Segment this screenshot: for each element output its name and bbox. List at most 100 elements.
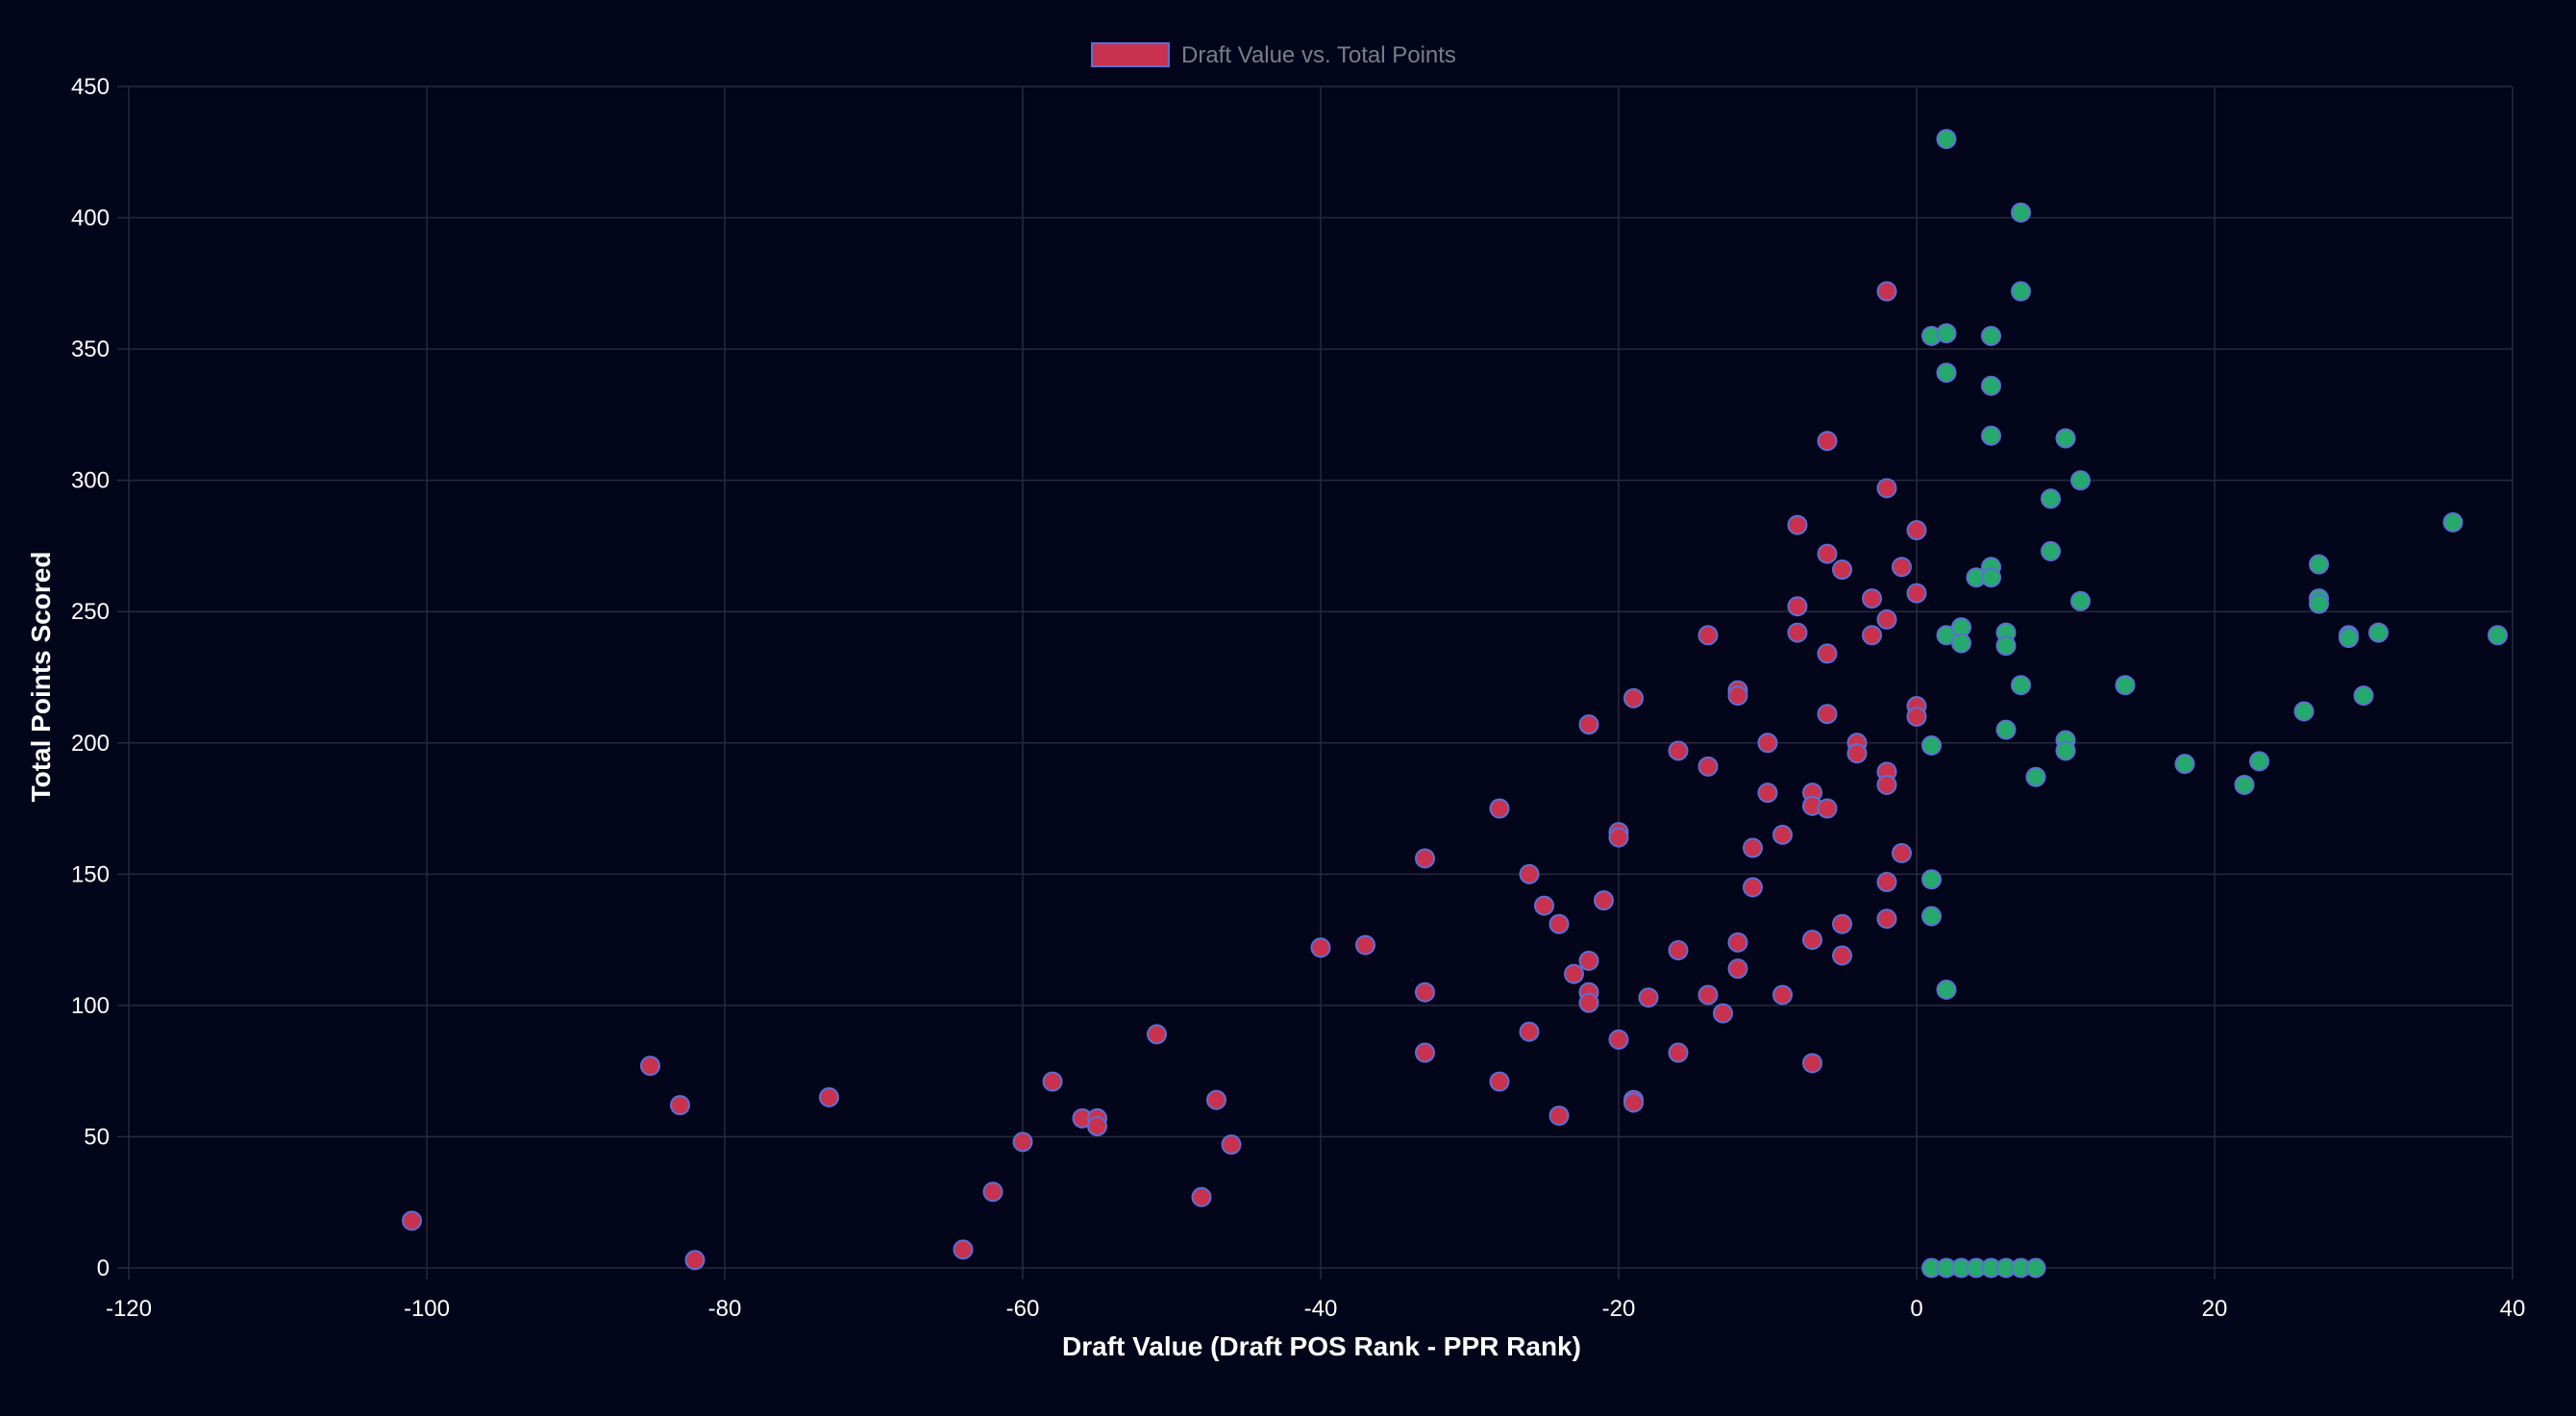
data-point[interactable] [1697, 984, 1719, 1006]
data-point[interactable] [1668, 940, 1689, 961]
data-point[interactable] [1876, 908, 1897, 930]
data-point[interactable] [1817, 704, 1838, 725]
data-point[interactable] [1892, 557, 1912, 578]
data-point[interactable] [1787, 622, 1808, 643]
data-point[interactable] [1727, 685, 1748, 707]
data-point[interactable] [2025, 1257, 2046, 1279]
data-point[interactable] [1772, 984, 1793, 1006]
data-point[interactable] [1832, 945, 1852, 966]
data-point[interactable] [1697, 756, 1719, 777]
data-point[interactable] [1623, 1092, 1644, 1113]
data-point[interactable] [1310, 937, 1331, 958]
data-point[interactable] [1995, 719, 2017, 740]
data-point[interactable] [1817, 643, 1838, 664]
data-point[interactable] [2174, 754, 2195, 775]
data-point[interactable] [1876, 872, 1897, 893]
data-point[interactable] [402, 1210, 422, 1231]
data-point[interactable] [1936, 323, 1957, 344]
data-point[interactable] [2353, 685, 2374, 707]
data-point[interactable] [1548, 1105, 1570, 1127]
data-point[interactable] [2055, 428, 2076, 449]
data-point[interactable] [2488, 625, 2508, 646]
data-point[interactable] [1936, 129, 1957, 150]
data-point[interactable] [1743, 837, 1763, 858]
data-point[interactable] [1623, 687, 1644, 708]
data-point[interactable] [1042, 1071, 1063, 1092]
data-point[interactable] [1772, 824, 1793, 845]
data-point[interactable] [1206, 1089, 1226, 1110]
data-point[interactable] [2234, 774, 2255, 795]
data-point[interactable] [1862, 588, 1882, 609]
data-point[interactable] [1951, 633, 1971, 654]
data-point[interactable] [2055, 740, 2076, 761]
legend[interactable]: Draft Value vs. Total Points [1091, 42, 1456, 68]
data-point[interactable] [1876, 609, 1897, 630]
data-point[interactable] [1892, 842, 1912, 863]
data-point[interactable] [1757, 783, 1778, 804]
data-point[interactable] [1981, 375, 2001, 396]
data-point[interactable] [2070, 590, 2091, 611]
data-point[interactable] [1668, 1042, 1689, 1063]
data-point[interactable] [1921, 906, 1942, 927]
data-point[interactable] [1608, 827, 1629, 848]
data-point[interactable] [1981, 425, 2001, 446]
data-point[interactable] [2368, 622, 2389, 643]
data-point[interactable] [1921, 869, 1942, 890]
data-point[interactable] [1489, 798, 1510, 819]
data-point[interactable] [1906, 706, 1927, 727]
data-point[interactable] [1697, 625, 1719, 646]
data-point[interactable] [1787, 514, 1808, 535]
data-point[interactable] [1802, 930, 1822, 951]
data-point[interactable] [670, 1095, 690, 1116]
data-point[interactable] [1594, 890, 1614, 911]
data-point[interactable] [953, 1239, 974, 1260]
data-point[interactable] [1743, 877, 1763, 898]
data-point[interactable] [1713, 1003, 1733, 1024]
data-point[interactable] [1087, 1116, 1107, 1137]
data-point[interactable] [1757, 733, 1778, 754]
data-point[interactable] [2011, 675, 2031, 696]
data-point[interactable] [1846, 743, 1868, 764]
data-point[interactable] [1221, 1134, 1242, 1155]
data-point[interactable] [1415, 981, 1435, 1003]
data-point[interactable] [1817, 431, 1838, 452]
data-point[interactable] [2011, 281, 2031, 302]
data-point[interactable] [2442, 511, 2464, 533]
data-point[interactable] [1921, 735, 1942, 757]
data-point[interactable] [2041, 488, 2061, 509]
data-point[interactable] [1519, 863, 1540, 884]
data-point[interactable] [1832, 913, 1852, 934]
data-point[interactable] [1489, 1071, 1510, 1092]
data-point[interactable] [2249, 751, 2269, 772]
data-point[interactable] [1727, 958, 1748, 980]
data-point[interactable] [1578, 950, 1599, 971]
data-point[interactable] [982, 1181, 1003, 1203]
data-point[interactable] [1012, 1131, 1033, 1153]
data-point[interactable] [1876, 281, 1897, 302]
data-point[interactable] [1936, 980, 1957, 1001]
data-point[interactable] [2309, 593, 2329, 614]
data-point[interactable] [1564, 963, 1584, 984]
data-point[interactable] [2011, 202, 2031, 223]
data-point[interactable] [1862, 625, 1882, 646]
data-point[interactable] [819, 1086, 839, 1107]
data-point[interactable] [1817, 798, 1838, 819]
data-point[interactable] [1534, 895, 1554, 916]
data-point[interactable] [1832, 559, 1852, 581]
data-point[interactable] [1355, 934, 1375, 956]
data-point[interactable] [684, 1250, 706, 1271]
data-point[interactable] [1906, 520, 1927, 541]
legend-swatch[interactable] [1091, 42, 1170, 67]
data-point[interactable] [1936, 362, 1957, 384]
data-point[interactable] [640, 1056, 660, 1077]
data-point[interactable] [2025, 766, 2046, 787]
data-point[interactable] [1191, 1186, 1212, 1207]
data-point[interactable] [1876, 774, 1897, 795]
data-point[interactable] [1519, 1021, 1540, 1042]
data-point[interactable] [1817, 543, 1838, 564]
data-point[interactable] [1906, 583, 1927, 604]
data-point[interactable] [1787, 596, 1808, 617]
data-point[interactable] [2339, 628, 2359, 649]
data-point[interactable] [1147, 1024, 1167, 1045]
data-point[interactable] [1995, 635, 2017, 657]
